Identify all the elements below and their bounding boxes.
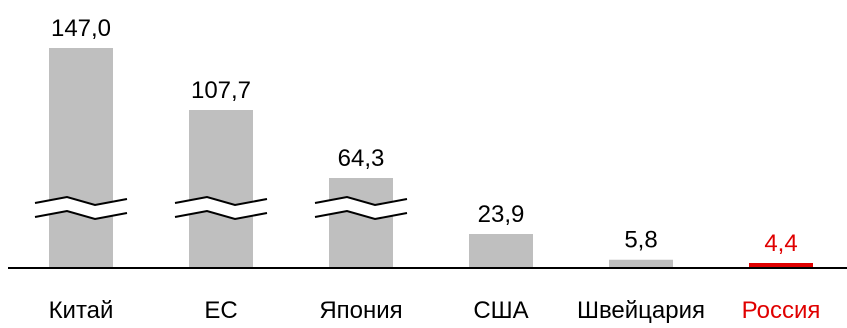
bar-3 <box>469 234 533 268</box>
category-label-5: Россия <box>742 297 821 324</box>
bar-5 <box>749 263 813 268</box>
axis-break-0 <box>34 195 128 221</box>
value-label-5: 4,4 <box>764 230 797 257</box>
bar-0 <box>49 48 113 268</box>
category-label-1: ЕС <box>204 297 237 324</box>
axis-break-1 <box>174 195 268 221</box>
value-label-4: 5,8 <box>624 227 657 254</box>
bars-group <box>49 48 813 268</box>
value-label-0: 147,0 <box>51 15 111 42</box>
axis-break-marks <box>34 195 408 221</box>
bar-2 <box>329 178 393 268</box>
category-label-2: Япония <box>319 297 402 324</box>
value-label-1: 107,7 <box>191 77 251 104</box>
category-label-4: Швейцария <box>577 297 705 324</box>
value-label-3: 23,9 <box>478 201 525 228</box>
category-label-0: Китай <box>49 297 114 324</box>
category-label-3: США <box>473 297 528 324</box>
value-label-2: 64,3 <box>338 145 385 172</box>
value-labels: 147,0 107,7 64,3 23,9 5,8 4,4 <box>51 15 798 257</box>
bar-1 <box>189 110 253 268</box>
category-labels: Китай ЕС Япония США Швейцария Россия <box>49 297 821 324</box>
axis-break-2 <box>314 195 408 221</box>
bar-4 <box>609 259 673 268</box>
